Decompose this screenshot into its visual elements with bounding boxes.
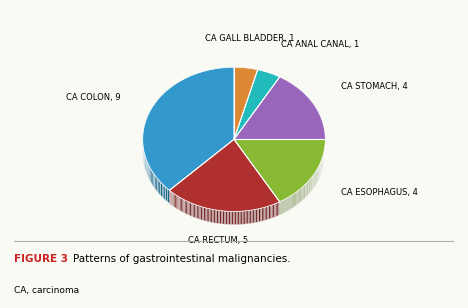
Text: CA COLON, 9: CA COLON, 9 <box>66 93 120 102</box>
Polygon shape <box>234 67 257 139</box>
Text: CA RECTUM, 5: CA RECTUM, 5 <box>188 236 248 245</box>
Text: CA, carcinoma: CA, carcinoma <box>14 286 79 295</box>
Polygon shape <box>234 77 325 139</box>
Polygon shape <box>169 139 280 211</box>
Text: Patterns of gastrointestinal malignancies.: Patterns of gastrointestinal malignancie… <box>73 254 290 264</box>
Text: CA ESOPHAGUS, 4: CA ESOPHAGUS, 4 <box>341 188 417 197</box>
Polygon shape <box>234 70 280 139</box>
Polygon shape <box>234 139 325 202</box>
Text: CA ANAL CANAL, 1: CA ANAL CANAL, 1 <box>281 40 359 50</box>
Text: FIGURE 3: FIGURE 3 <box>14 254 68 264</box>
Text: CA STOMACH, 4: CA STOMACH, 4 <box>341 82 408 91</box>
Text: CA GALL BLADDER, 1: CA GALL BLADDER, 1 <box>205 34 295 43</box>
Polygon shape <box>143 67 234 190</box>
